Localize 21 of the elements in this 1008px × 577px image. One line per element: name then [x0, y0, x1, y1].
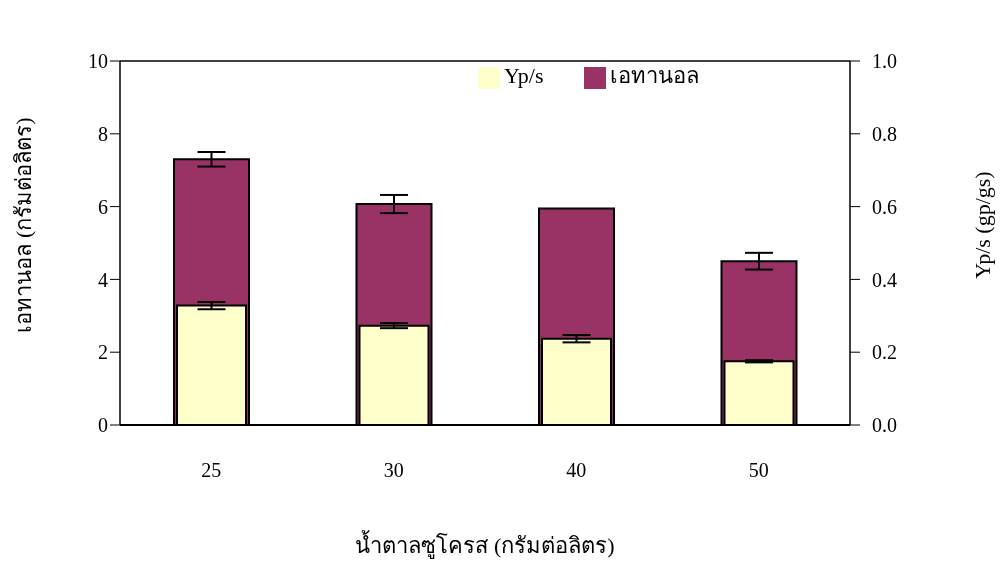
legend-label: เอทานอล [609, 63, 699, 88]
x-tick-label: 25 [201, 459, 222, 482]
y2-tick-label: 1.0 [872, 50, 897, 73]
y2-tick-label: 0.8 [872, 122, 897, 145]
x-tick-label: 50 [748, 459, 769, 482]
y-tick-label: 2 [98, 341, 108, 364]
y-axis-title: เอทานอล (กรัมต่อลิตร) [9, 117, 37, 333]
x-axis-title: น้ำตาลซูโครส (กรัมต่อลิตร) [354, 529, 616, 561]
y-tick-label: 6 [98, 195, 108, 218]
y2-axis-title: Yp/s (gp/gs) [970, 171, 996, 279]
y-tick-label: 4 [98, 268, 108, 291]
x-tick-label: 30 [383, 459, 404, 482]
x-tick-label: 40 [566, 459, 587, 482]
y-tick-label: 0 [98, 414, 108, 437]
y2-tick-label: 0.2 [872, 341, 897, 364]
legend-label: Yp/s [504, 63, 544, 88]
y-tick-label: 10 [88, 50, 108, 73]
y2-tick-label: 0.4 [872, 268, 897, 291]
y-tick-label: 8 [98, 122, 108, 145]
y2-tick-label: 0.0 [872, 414, 897, 437]
y2-tick-label: 0.6 [872, 195, 897, 218]
